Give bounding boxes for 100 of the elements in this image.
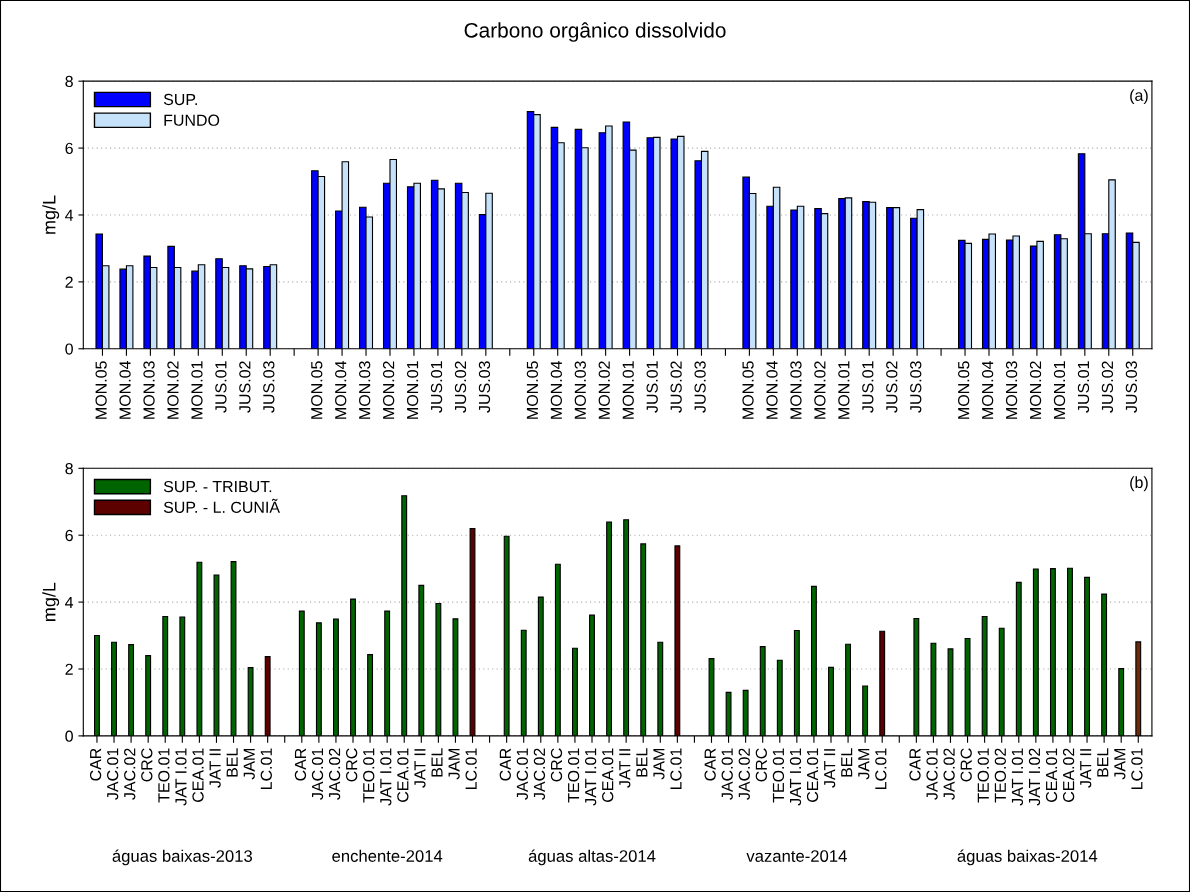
- x-tick-label: MON.01: [406, 361, 419, 419]
- x-tick-label: TEO.01: [363, 748, 375, 803]
- x-tick-label: MON.03: [1005, 361, 1018, 419]
- x-tick-label: JAT II: [824, 749, 836, 788]
- x-tick-label: MON.05: [311, 361, 323, 419]
- x-tick-label: MON.05: [526, 361, 539, 419]
- x-tick-label: CEA.01: [397, 748, 409, 802]
- x-tick-label: CAR: [499, 748, 511, 781]
- y-tick-label: 4: [65, 209, 74, 221]
- y-tick-label: 4: [65, 596, 74, 608]
- x-tick-label: CEA.02: [1062, 748, 1075, 802]
- x-tick-label: MON.04: [766, 361, 778, 419]
- x-tick-label: JUS.02: [454, 361, 467, 413]
- y-tick-label: 2: [65, 276, 73, 288]
- x-tick-label: JUS.01: [1077, 361, 1090, 413]
- x-tick-label: MON.04: [335, 361, 347, 419]
- y-tick-label: 8: [65, 75, 73, 88]
- x-tick-label: CEA.01: [806, 748, 819, 802]
- text: vazante-2014: [746, 850, 847, 862]
- text: águas altas-2014: [528, 849, 656, 866]
- x-tick-label: JUS.01: [646, 361, 658, 413]
- x-tick-label: JUS.03: [263, 361, 275, 413]
- x-tick-label: TEO.01: [567, 748, 580, 803]
- x-tick-label: MON.04: [550, 361, 562, 419]
- text: águas baixas-2013: [112, 849, 252, 866]
- x-tick-label: JAT I.01: [584, 748, 597, 806]
- x-tick-label: MON.02: [1029, 361, 1042, 419]
- x-tick-label: JAC.02: [124, 748, 136, 800]
- x-tick-label: JAT I.01: [380, 748, 392, 806]
- x-tick-label: BEL: [226, 748, 238, 777]
- y-tick-label: 2: [65, 663, 73, 675]
- x-tick-label: JUS.01: [862, 361, 874, 413]
- x-tick-label: MON.02: [167, 361, 179, 419]
- x-tick-label: MON.03: [359, 361, 371, 419]
- x-tick-label: JUS.03: [1125, 361, 1138, 413]
- x-tick-label: JAC.02: [738, 748, 750, 800]
- x-tick-label: MON.02: [382, 361, 395, 419]
- x-tick-label: JAM: [858, 749, 870, 780]
- x-tick-label: MON.03: [574, 361, 586, 419]
- x-tick-label: CEA.01: [1045, 748, 1058, 802]
- y-axis-title: mg/L: [42, 195, 60, 234]
- x-tick-label: JUS.01: [430, 361, 443, 413]
- x-tick-label: CRC: [550, 748, 563, 782]
- x-tick-label: TEO.01: [158, 748, 170, 803]
- x-tick-label: LC.01: [1131, 748, 1143, 790]
- x-tick-label: JAT II: [619, 749, 631, 788]
- x-tick-label: JAC.01: [516, 748, 529, 800]
- x-tick-label: JAT II: [414, 749, 426, 788]
- x-tick-label: JAT I.01: [1011, 748, 1024, 806]
- x-tick-label: MON.01: [838, 361, 850, 419]
- y-tick-label: 6: [65, 142, 73, 155]
- x-tick-label: LC.01: [465, 748, 477, 790]
- x-tick-label: CRC: [345, 748, 358, 782]
- x-tick-label: JUS.02: [886, 361, 898, 413]
- chart-title: Carbono orgânico dissolvido: [464, 22, 726, 42]
- text: águas baixas-2014: [957, 849, 1098, 866]
- x-tick-label: BEL: [1097, 748, 1109, 777]
- x-tick-label: MON.05: [95, 361, 107, 419]
- x-tick-label: TEO.01: [772, 748, 785, 803]
- x-tick-label: CAR: [704, 748, 716, 781]
- x-tick-label: BEL: [431, 748, 443, 777]
- x-tick-label: JAC.01: [721, 748, 733, 800]
- x-tick-label: JAC.02: [943, 748, 955, 800]
- x-tick-label: JUS.02: [1101, 361, 1114, 413]
- x-tick-label: TEO.02: [994, 748, 1006, 803]
- x-tick-label: JUS.02: [239, 361, 251, 413]
- y-tick-label: 0: [65, 730, 73, 742]
- x-tick-label: JAC.01: [926, 748, 938, 800]
- x-tick-label: MON.01: [1053, 361, 1066, 419]
- x-tick-label: CRC: [141, 748, 153, 782]
- x-tick-label: JUS.03: [478, 361, 491, 413]
- x-tick-label: JUS.01: [215, 361, 227, 413]
- x-tick-label: JAM: [1114, 749, 1126, 780]
- x-tick-label: MON.05: [958, 361, 970, 419]
- x-tick-label: MON.02: [814, 361, 826, 419]
- x-tick-label: LC.01: [875, 748, 887, 790]
- x-tick-label: JUS.03: [910, 361, 922, 413]
- x-tick-label: JUS.03: [694, 361, 706, 413]
- legend-label: FUNDO: [164, 114, 220, 126]
- x-tick-label: JAC.02: [533, 748, 546, 800]
- x-tick-label: MON.03: [790, 361, 802, 419]
- legend-label: SUP.: [163, 93, 197, 106]
- x-tick-label: JAM: [653, 749, 665, 780]
- x-tick-label: JAM: [243, 749, 255, 780]
- x-tick-label: JAC.01: [311, 748, 324, 800]
- x-tick-label: JAT I.01: [789, 748, 802, 806]
- x-tick-label: MON.05: [742, 361, 754, 419]
- annotation: (b): [1130, 476, 1148, 492]
- x-tick-label: BEL: [841, 748, 853, 777]
- x-tick-label: CRC: [960, 748, 972, 782]
- x-tick-label: MON.04: [119, 361, 131, 419]
- x-tick-label: TEO.01: [977, 748, 989, 803]
- legend-label: SUP. - L. CUNIÃ: [163, 498, 280, 513]
- x-tick-label: MON.01: [622, 361, 634, 419]
- x-tick-label: MON.04: [981, 361, 994, 419]
- x-tick-label: CAR: [89, 748, 102, 781]
- x-tick-label: MON.02: [598, 361, 610, 419]
- legend-label: SUP. - TRIBUT.: [163, 480, 272, 493]
- x-tick-label: CAR: [909, 748, 921, 781]
- x-tick-label: BEL: [636, 748, 648, 777]
